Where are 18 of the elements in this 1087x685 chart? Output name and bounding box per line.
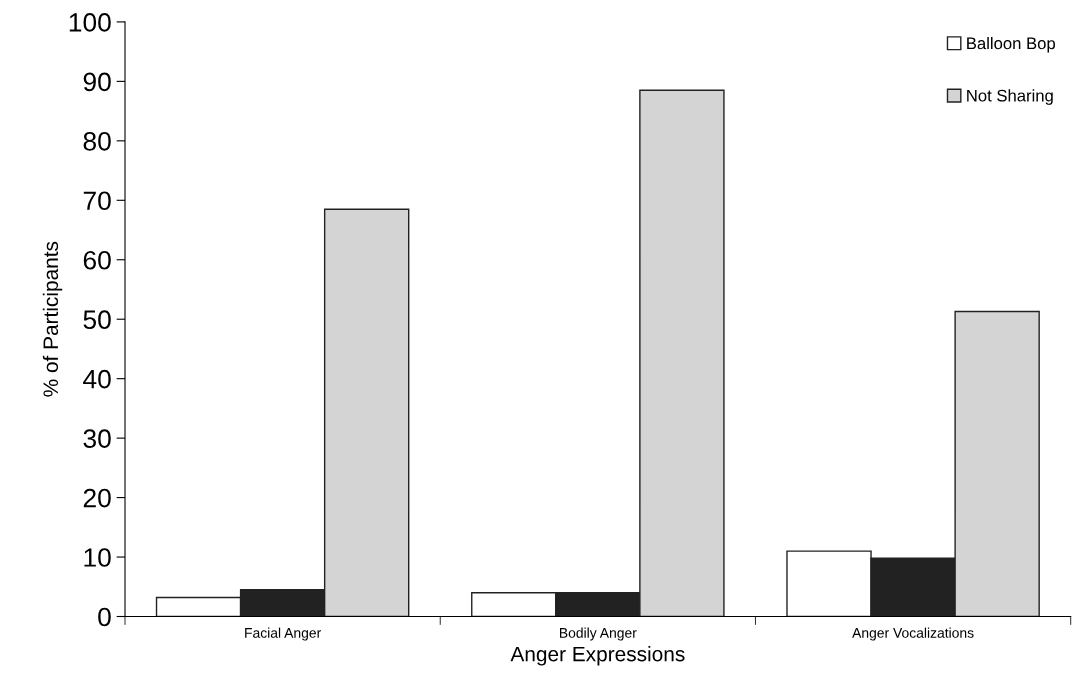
legend-label: Balloon Bop: [967, 37, 1055, 53]
y-tick-label: 100: [69, 13, 111, 32]
y-axis-title: % of Participants: [42, 241, 63, 397]
y-tick-label: 90: [83, 72, 111, 92]
y-tick-label: 80: [83, 131, 111, 151]
x-tick-label: Bodily Anger: [560, 627, 637, 641]
y-tick-label: 10: [84, 548, 111, 567]
y-tick-label: 40: [83, 369, 111, 389]
y-tick-label: 30: [83, 429, 111, 448]
y-tick-label: 50: [83, 310, 111, 330]
y-tick-label: 70: [83, 191, 111, 211]
y-tick-label: 60: [83, 250, 111, 270]
x-tick-label: Facial Anger: [245, 627, 321, 641]
x-tick-label: Anger Vocalizations: [852, 627, 974, 641]
x-axis-title: Anger Expressions: [510, 646, 685, 666]
y-tick-label: 0: [98, 607, 111, 627]
legend-label: Not Sharing: [967, 89, 1053, 105]
y-tick-label: 20: [83, 488, 111, 508]
